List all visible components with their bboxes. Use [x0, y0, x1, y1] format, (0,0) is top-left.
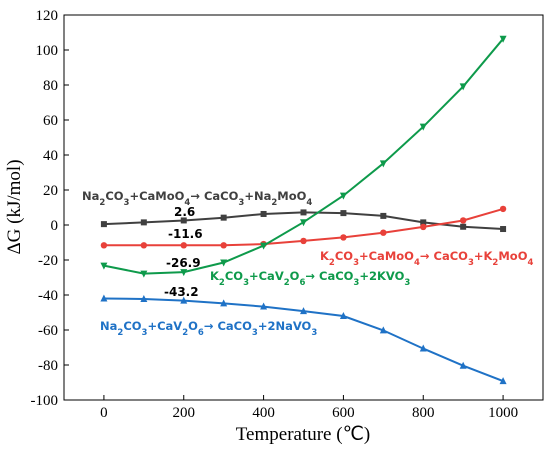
data-point [420, 223, 427, 231]
data-point [300, 237, 307, 245]
data-point [300, 209, 307, 216]
data-point [100, 242, 108, 249]
annotation-value-2: -11.6 [168, 227, 203, 241]
annotation-value-3: -26.9 [166, 256, 201, 270]
data-point [220, 259, 228, 267]
y-tick-label: 20 [43, 183, 58, 199]
data-point [300, 307, 307, 315]
x-axis-title: Temperature (℃) [236, 424, 370, 445]
data-point [339, 312, 347, 319]
data-point [300, 219, 307, 227]
y-tick-label: 120 [36, 8, 59, 24]
reaction-label-1: Na2CO3+CaMoO4→ CaCO3+Na2MoO4 [82, 189, 312, 208]
data-point [499, 205, 507, 213]
y-axis-title: ΔG (kJ/mol) [4, 159, 25, 254]
reaction-label-2: K2CO3+CaMoO4→ CaCO3+K2MoO4 [320, 249, 533, 268]
data-point [379, 326, 387, 334]
data-point [260, 302, 268, 310]
y-tick-label: 80 [43, 78, 58, 94]
data-point [340, 210, 347, 217]
data-point [100, 221, 107, 228]
data-point [220, 214, 227, 221]
data-point [459, 217, 467, 224]
data-point [380, 229, 387, 236]
x-tick-label: 200 [173, 405, 196, 421]
annotation-value-4: -43.2 [164, 285, 199, 299]
data-point [180, 296, 188, 304]
x-tick-label: 1000 [488, 405, 518, 421]
data-point [499, 377, 507, 385]
reaction-label-4: Na2CO3+CaV2O6→ CaCO3+2NaVO3 [100, 319, 317, 338]
data-point [140, 219, 147, 226]
data-point [419, 123, 427, 131]
data-point [460, 223, 467, 230]
reaction-label-3: K2CO3+CaV2O6→ CaCO3+2KVO3 [210, 269, 410, 288]
data-point [180, 242, 187, 249]
data-point [339, 192, 347, 200]
y-tick-label: 60 [43, 113, 58, 129]
y-tick-label: 100 [36, 43, 59, 59]
reaction-labels: Na2CO3+CaMoO4→ CaCO3+Na2MoO4 K2CO3+CaMoO… [82, 189, 533, 338]
data-point [100, 262, 108, 270]
data-point [180, 217, 187, 224]
y-tick-label: -20 [38, 253, 58, 269]
data-point [380, 212, 387, 219]
y-tick-label: 40 [43, 148, 58, 164]
data-point [419, 344, 427, 352]
data-point [379, 160, 387, 168]
data-point [140, 295, 148, 303]
x-tick-label: 0 [100, 405, 108, 421]
y-tick-label: -60 [38, 323, 58, 339]
data-point [220, 299, 228, 307]
data-point [500, 226, 507, 233]
data-point [260, 242, 268, 250]
plot-frame [63, 14, 544, 401]
data-point [260, 210, 267, 217]
x-tick-label: 600 [332, 405, 355, 421]
x-tick-label: 800 [412, 405, 435, 421]
y-tick-label: -40 [38, 288, 58, 304]
data-point [459, 83, 467, 91]
data-point [420, 219, 427, 226]
axis-ticks: 0 200 400 600 800 1000 -100 -80 -60 -40 -20 0 20 40 60… [31, 8, 519, 421]
x-tick-label: 400 [252, 405, 275, 421]
data-point [140, 270, 148, 278]
series-layer [100, 35, 507, 385]
data-point [459, 361, 467, 369]
y-tick-label: -80 [38, 358, 58, 374]
data-point [180, 269, 188, 277]
y-tick-label: -100 [31, 393, 59, 409]
annotation-value-1: 2.6 [174, 205, 195, 219]
data-point [340, 234, 347, 241]
data-point [140, 242, 148, 249]
data-point [220, 242, 227, 249]
data-point [499, 35, 507, 43]
y-tick-label: 0 [51, 218, 59, 234]
data-point [100, 294, 108, 302]
